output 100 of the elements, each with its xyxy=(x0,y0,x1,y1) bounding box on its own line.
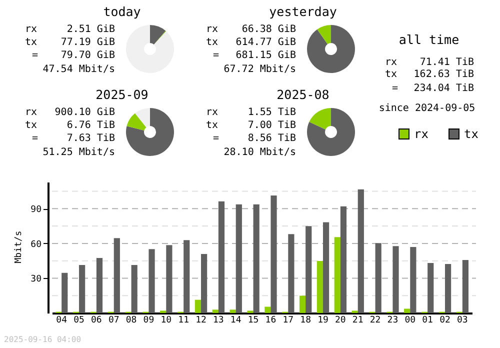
text: 162.63 TiB xyxy=(414,69,474,80)
x-tick-label: 17 xyxy=(282,316,294,326)
bar xyxy=(288,234,294,313)
bar xyxy=(194,300,202,313)
y-tick-label: 90 xyxy=(30,205,42,216)
text: 79.70 GiB xyxy=(60,50,115,61)
bar xyxy=(264,306,271,313)
y-tick-label: 30 xyxy=(30,274,42,285)
text: all time xyxy=(398,32,460,47)
text: = xyxy=(32,50,38,61)
donut-slice xyxy=(126,108,174,156)
text: 51.25 Mbit/s xyxy=(42,147,115,158)
text: tx xyxy=(385,69,398,80)
chart-title: 2025-09 xyxy=(96,87,148,102)
text: 7.00 TiB xyxy=(248,120,296,131)
text: 614.77 GiB xyxy=(236,37,296,48)
donut-slice xyxy=(317,25,331,44)
bar xyxy=(218,201,225,313)
bar xyxy=(114,238,120,313)
x-tick-label: 02 xyxy=(440,316,450,326)
text: 900.10 GiB xyxy=(54,107,115,118)
chart-title: 2025-08 xyxy=(276,87,330,102)
bar xyxy=(253,204,260,313)
text: 681.15 GiB xyxy=(236,50,296,61)
text: 47.54 Mbit/s xyxy=(42,64,115,75)
bar xyxy=(184,240,190,313)
x-tick-label: 19 xyxy=(318,316,328,326)
text: 8.56 TiB xyxy=(248,133,296,144)
text: 6.76 TiB xyxy=(66,120,115,131)
donut-slice xyxy=(309,108,331,130)
x-tick-label: 13 xyxy=(213,316,224,326)
text: tx xyxy=(206,37,218,48)
donut-slice xyxy=(307,108,355,156)
text: rx xyxy=(385,57,398,68)
donut-slice xyxy=(126,25,174,73)
text: since 2024-09-05 xyxy=(378,103,476,114)
x-tick-label: 14 xyxy=(230,316,242,326)
bar xyxy=(410,247,416,313)
bar xyxy=(334,237,340,313)
x-tick-label: 18 xyxy=(300,316,311,326)
legend-label: rx xyxy=(414,127,428,141)
donut-slice xyxy=(154,30,166,45)
bar xyxy=(375,243,382,313)
text: = xyxy=(32,133,38,144)
y-axis-title: Mbit/s xyxy=(14,230,24,264)
chart-title: today xyxy=(103,4,142,19)
x-tick-label: 04 xyxy=(56,316,68,326)
x-tick-label: 05 xyxy=(74,316,84,326)
x-tick-label: 11 xyxy=(178,316,189,326)
x-tick-label: 06 xyxy=(91,316,102,326)
x-tick-label: 01 xyxy=(422,316,433,326)
bar xyxy=(358,189,364,313)
text: = xyxy=(213,133,220,144)
text: tx xyxy=(25,120,38,131)
donut-slice xyxy=(307,25,355,73)
donut-slice xyxy=(134,108,150,128)
x-tick-label: 08 xyxy=(126,316,137,326)
y-tick-label: 60 xyxy=(30,240,42,250)
bar xyxy=(96,258,103,313)
bar xyxy=(306,226,312,313)
text: 67.72 Mbit/s xyxy=(224,64,296,75)
bar xyxy=(462,260,469,313)
bar xyxy=(148,249,155,313)
x-tick-label: 09 xyxy=(143,316,154,326)
x-tick-label: 21 xyxy=(352,316,364,326)
bar xyxy=(340,206,347,313)
text: 28.10 Mbit/s xyxy=(224,147,296,158)
bar xyxy=(404,308,410,313)
bar xyxy=(79,265,86,313)
bar xyxy=(322,222,330,313)
text: 66.38 GiB xyxy=(242,24,296,35)
x-tick-label: 23 xyxy=(387,316,398,326)
chart-title: yesterday xyxy=(269,4,338,19)
legend-label: tx xyxy=(464,127,478,141)
x-tick-label: 20 xyxy=(335,316,346,326)
text: tx xyxy=(25,37,38,48)
x-tick-label: 07 xyxy=(108,316,120,326)
text: = xyxy=(392,83,398,94)
text: 77.19 GiB xyxy=(60,37,115,48)
x-tick-label: 16 xyxy=(265,316,276,326)
text: = xyxy=(213,50,220,61)
text: 234.04 TiB xyxy=(414,83,474,94)
bar xyxy=(236,204,242,313)
bar xyxy=(62,272,68,313)
bar xyxy=(212,310,218,313)
bar xyxy=(131,265,138,313)
x-tick-label: 15 xyxy=(248,316,259,326)
donut-slice xyxy=(126,113,146,131)
bar xyxy=(201,254,208,313)
text: 1.55 TiB xyxy=(248,107,296,118)
donut-slice xyxy=(150,25,166,44)
text: rx xyxy=(206,24,218,35)
bar xyxy=(299,296,306,313)
text: 2025-09-16 04:00 xyxy=(4,335,82,344)
text: 71.41 TiB xyxy=(420,57,474,68)
bar xyxy=(316,260,323,313)
text: rx xyxy=(25,107,38,118)
text: rx xyxy=(25,24,38,35)
x-tick-label: 00 xyxy=(404,316,416,326)
bar xyxy=(270,195,277,313)
